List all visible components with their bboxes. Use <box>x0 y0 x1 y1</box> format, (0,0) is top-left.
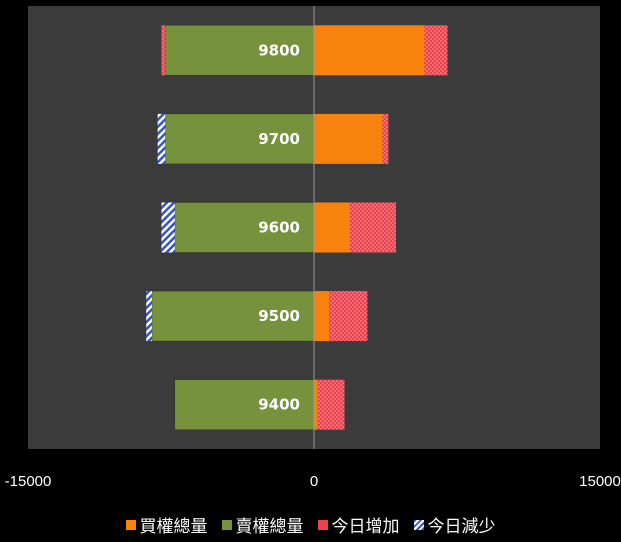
x-tick-label: -15000 <box>5 473 52 490</box>
category-label: 9700 <box>258 130 300 148</box>
legend-swatch <box>125 519 136 530</box>
bars: 9800 9700 9600 9500 9400 <box>146 25 448 430</box>
legend-item: 今日減少 <box>413 512 496 537</box>
legend-swatch <box>413 519 424 530</box>
x-tick-label: 15000 <box>579 473 621 490</box>
decrease-bar-left <box>146 291 152 342</box>
increase-bar-left <box>161 25 166 76</box>
call-bar <box>314 25 425 76</box>
increase-bar-right <box>329 291 368 342</box>
legend: 買權總量 賣權總量 今日增加 今日減少 <box>0 512 621 537</box>
decrease-bar-left <box>161 202 175 253</box>
increase-bar-right <box>350 202 396 253</box>
put-bar <box>165 25 315 76</box>
legend-item: 賣權總量 <box>221 512 304 537</box>
legend-swatch <box>221 519 232 530</box>
x-axis-ticks: -15000 0 15000 <box>5 473 621 490</box>
legend-label: 賣權總量 <box>235 517 304 537</box>
increase-bar-right <box>424 25 448 76</box>
call-bar <box>314 113 383 164</box>
category-label: 9800 <box>258 41 300 59</box>
put-bar <box>151 290 315 342</box>
x-tick-label: 0 <box>310 473 318 490</box>
call-bar <box>314 379 318 430</box>
legend-label: 今日減少 <box>427 517 496 537</box>
call-bar <box>314 291 330 342</box>
legend-item: 今日增加 <box>317 512 400 537</box>
category-label: 9500 <box>258 307 300 325</box>
put-bar <box>174 202 315 253</box>
increase-bar-right <box>317 379 345 430</box>
legend-item: 買權總量 <box>125 512 208 537</box>
category-label: 9400 <box>258 396 300 414</box>
legend-label: 今日增加 <box>331 517 400 537</box>
call-bar <box>314 202 351 253</box>
put-bar <box>174 379 315 430</box>
legend-label: 買權總量 <box>139 517 208 537</box>
decrease-bar-left <box>157 113 166 164</box>
increase-bar-right <box>382 113 389 164</box>
category-label: 9600 <box>258 219 300 237</box>
legend-swatch <box>317 519 328 530</box>
